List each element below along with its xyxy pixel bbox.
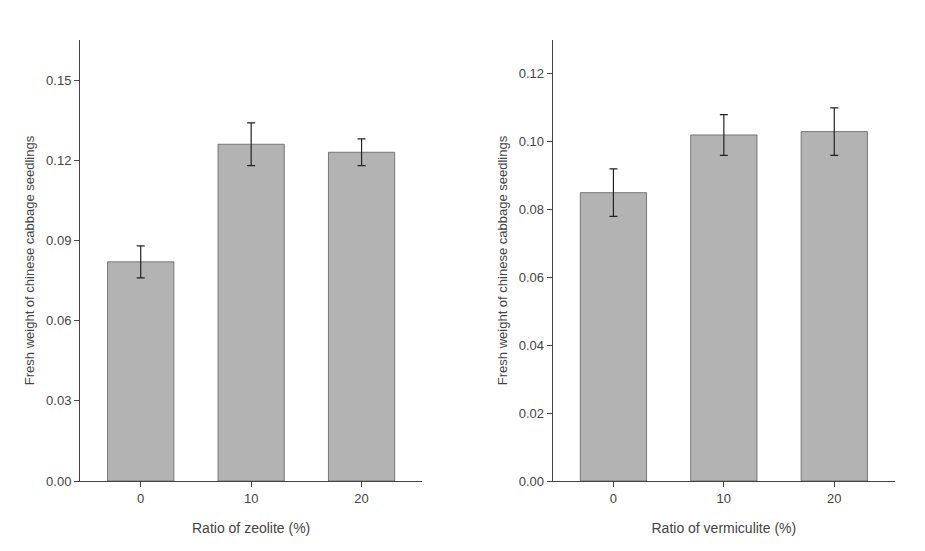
svg-text:0.09: 0.09	[46, 233, 71, 248]
svg-text:0: 0	[610, 491, 617, 506]
svg-text:0.06: 0.06	[519, 270, 544, 285]
svg-text:Fresh weight of chinese cabbag: Fresh weight of chinese cabbage seedling…	[495, 135, 510, 385]
svg-text:10: 10	[717, 491, 731, 506]
svg-text:20: 20	[354, 491, 368, 506]
svg-text:0.12: 0.12	[519, 66, 544, 81]
svg-text:0.00: 0.00	[519, 474, 544, 489]
svg-text:0.04: 0.04	[519, 338, 544, 353]
svg-text:0.06: 0.06	[46, 313, 71, 328]
svg-text:10: 10	[244, 491, 258, 506]
svg-text:0.00: 0.00	[46, 474, 71, 489]
svg-text:0.10: 0.10	[519, 134, 544, 149]
svg-text:0.08: 0.08	[519, 202, 544, 217]
svg-text:Ratio of vermiculite (%): Ratio of vermiculite (%)	[651, 520, 796, 536]
svg-text:0.03: 0.03	[46, 393, 71, 408]
svg-text:0.02: 0.02	[519, 406, 544, 421]
svg-text:20: 20	[827, 491, 841, 506]
svg-text:0.12: 0.12	[46, 153, 71, 168]
svg-text:0.15: 0.15	[46, 73, 71, 88]
svg-text:0: 0	[137, 491, 144, 506]
svg-text:Fresh weight of chinese cabbag: Fresh weight of chinese cabbage seedling…	[22, 135, 37, 385]
svg-text:Ratio of zeolite (%): Ratio of zeolite (%)	[192, 520, 310, 536]
